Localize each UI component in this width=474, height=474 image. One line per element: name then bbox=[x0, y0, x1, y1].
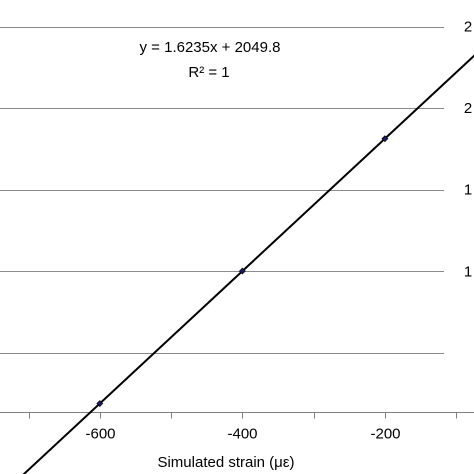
data-point-0-0 bbox=[96, 400, 104, 407]
x-tick-label-0: -600 bbox=[85, 426, 115, 443]
x-axis-title: Simulated strain (με) bbox=[157, 454, 294, 471]
x-axis: -600 -400 -200 bbox=[0, 412, 474, 443]
r-squared-label: R² = 1 bbox=[188, 64, 229, 81]
y-tick-label-1: 1 bbox=[464, 182, 472, 199]
grid-layer bbox=[0, 27, 444, 354]
data-points bbox=[96, 135, 389, 407]
x-tick-label-2: -200 bbox=[370, 426, 400, 443]
trendline-layer bbox=[22, 54, 474, 474]
trendline bbox=[22, 54, 474, 474]
data-point-0-1 bbox=[238, 267, 246, 275]
x-tick-label-1: -400 bbox=[227, 426, 257, 443]
data-point-0-2 bbox=[381, 135, 389, 143]
y-tick-label-0: 1 bbox=[464, 263, 472, 280]
y-tick-labels: 1 1 2 2 bbox=[464, 19, 472, 281]
y-tick-label-3: 2 bbox=[464, 19, 472, 36]
y-tick-label-2: 2 bbox=[464, 100, 472, 117]
trendline-equation: y = 1.6235x + 2049.8 bbox=[140, 39, 281, 56]
